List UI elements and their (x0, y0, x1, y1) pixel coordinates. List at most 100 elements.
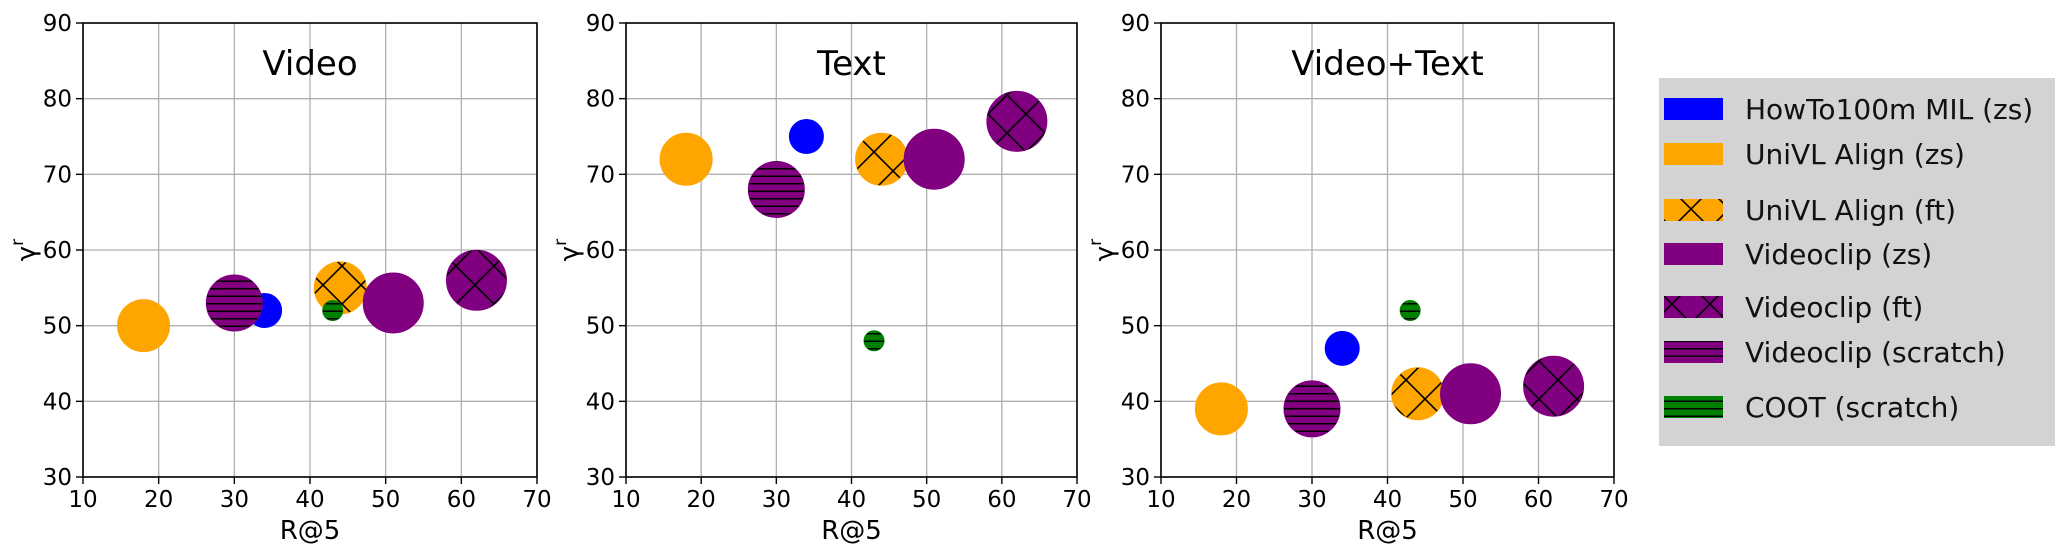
legend-item-coot-scratch: COOT (scratch) (1664, 391, 1959, 424)
legend-swatch-hatch (1664, 296, 1723, 318)
x-tick-label: 60 (987, 487, 1016, 513)
x-tick-label: 30 (220, 487, 249, 513)
y-tick-label: 30 (43, 465, 72, 491)
y-tick-label: 70 (586, 162, 615, 188)
legend-item-videoclip-zs: Videoclip (zs) (1664, 238, 1932, 271)
y-tick-label: 90 (586, 11, 615, 37)
point-videoclip-ft (986, 90, 1048, 152)
panel-title: Video+Text (1291, 44, 1484, 84)
y-tick-label: 50 (43, 314, 72, 340)
legend-label: Videoclip (scratch) (1745, 336, 2006, 369)
point-videoclip-scratch (1283, 380, 1341, 438)
y-tick-label: 90 (43, 11, 72, 37)
panel-title: Video (262, 44, 357, 84)
legend-swatch (1664, 98, 1723, 120)
point-univl-align-ft (855, 132, 909, 186)
y-tick-label: 80 (586, 87, 615, 113)
x-axis-label: R@5 (280, 516, 341, 546)
legend-label: Videoclip (ft) (1745, 291, 1923, 324)
x-tick-label: 60 (447, 487, 476, 513)
legend-item-univl-align-zs: UniVL Align (zs) (1664, 138, 1965, 171)
panel-video: 10 20 30 40 50 60 70 30 40 50 60 70 80 90 Video R@5 γr (8, 11, 552, 546)
y-tick-label: 90 (1121, 11, 1150, 37)
panel-title: Text (816, 44, 886, 84)
point-univl-align-zs (659, 132, 713, 186)
point-coot-scratch (322, 300, 344, 322)
panel-text: 10 20 30 40 50 60 70 30 40 50 60 70 80 90 Text R@5 γr (551, 11, 1092, 546)
x-tick-label: 20 (1222, 487, 1251, 513)
y-tick-label: 60 (43, 238, 72, 264)
point-univl-align-zs (117, 299, 171, 353)
y-tick-label: 30 (586, 465, 615, 491)
panel-video-text: 10 20 30 40 50 60 70 30 40 50 60 70 80 90 Video+Text R@… (1086, 11, 1629, 546)
legend-label: HowTo100m MIL (zs) (1745, 93, 2033, 126)
x-tick-label: 50 (371, 487, 400, 513)
x-tick-label: 10 (611, 487, 640, 513)
point-univl-align-ft (313, 261, 367, 315)
legend-swatch-hatch (1664, 199, 1723, 221)
point-videoclip-zs (362, 272, 424, 334)
y-tick-label: 70 (1121, 162, 1150, 188)
y-tick-label: 80 (43, 87, 72, 113)
legend-swatch-hatch (1664, 396, 1723, 418)
point-coot-scratch (863, 330, 885, 352)
x-tick-label: 10 (1146, 487, 1175, 513)
plot-frame (1160, 22, 1615, 478)
legend-label: UniVL Align (zs) (1745, 138, 1965, 171)
point-univl-align-ft (1391, 367, 1445, 421)
point-howto100m-mil-zs (788, 119, 824, 154)
y-tick-label: 80 (1121, 87, 1150, 113)
x-tick-label: 40 (1373, 487, 1402, 513)
legend-item-videoclip-scratch: Videoclip (scratch) (1664, 336, 2006, 369)
point-videoclip-zs (1440, 363, 1502, 425)
legend-item-univl-align-ft: UniVL Align (ft) (1664, 194, 1956, 227)
x-tick-label: 40 (295, 487, 324, 513)
y-tick-label: 50 (1121, 314, 1150, 340)
legend: HowTo100m MIL (zs) UniVL Align (zs) UniVL … (1659, 78, 2055, 446)
x-tick-label: 20 (144, 487, 173, 513)
point-howto100m-mil-zs (1324, 330, 1360, 366)
x-tick-label: 60 (1524, 487, 1553, 513)
plot-frame (82, 22, 538, 478)
y-tick-label: 70 (43, 162, 72, 188)
x-tick-label: 30 (762, 487, 791, 513)
y-tick-label: 40 (1121, 389, 1150, 415)
legend-swatch-hatch (1664, 341, 1723, 363)
point-videoclip-scratch (747, 160, 805, 218)
point-videoclip-ft (1523, 355, 1585, 417)
legend-swatch (1664, 243, 1723, 265)
y-axis-label: γr (551, 239, 585, 261)
x-axis-label: R@5 (1357, 516, 1418, 546)
y-tick-label: 50 (586, 314, 615, 340)
y-tick-label: 60 (1121, 238, 1150, 264)
point-videoclip-ft (445, 249, 507, 311)
y-axis-label: γr (1086, 239, 1120, 261)
x-tick-label: 40 (837, 487, 866, 513)
legend-label: COOT (scratch) (1745, 391, 1959, 424)
legend-item-videoclip-ft: Videoclip (ft) (1664, 291, 1923, 324)
panels: 10 20 30 40 50 60 7030405060708090VideoR@5γr10… (8, 11, 1629, 546)
y-axis-label: γr (8, 239, 42, 261)
legend-swatch (1664, 143, 1723, 165)
x-tick-label: 70 (522, 487, 551, 513)
plot-frame (625, 22, 1078, 478)
x-tick-label: 10 (68, 487, 97, 513)
legend-item-howto100m-mil-zs: HowTo100m MIL (zs) (1664, 93, 2033, 126)
y-tick-label: 30 (1121, 465, 1150, 491)
point-univl-align-zs (1194, 382, 1248, 436)
point-coot-scratch (1399, 300, 1421, 322)
x-tick-label: 70 (1062, 487, 1091, 513)
point-videoclip-zs (903, 128, 965, 190)
y-tick-label: 40 (586, 389, 615, 415)
x-tick-label: 50 (912, 487, 941, 513)
x-tick-label: 30 (1297, 487, 1326, 513)
legend-label: UniVL Align (ft) (1745, 194, 1956, 227)
x-tick-label: 20 (687, 487, 716, 513)
legend-label: Videoclip (zs) (1745, 238, 1932, 271)
y-tick-label: 40 (43, 389, 72, 415)
legend-box (1659, 78, 2055, 446)
x-tick-label: 50 (1448, 487, 1477, 513)
y-tick-label: 60 (586, 238, 615, 264)
x-tick-label: 70 (1599, 487, 1628, 513)
